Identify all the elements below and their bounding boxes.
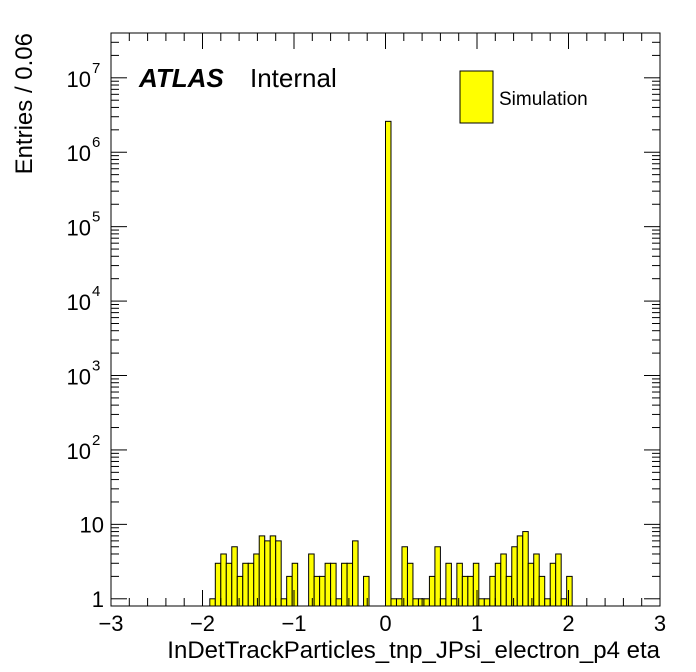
x-axis-title: InDetTrackParticles_tnp_JPsi_electron_p4… [167,637,660,664]
y-tick-exponent: 2 [92,432,100,449]
atlas-label: ATLAS [138,63,224,93]
y-tick-exponent: 7 [92,60,100,77]
histogram-bin [209,598,216,607]
y-tick-label: 10 [67,365,91,390]
histogram-bin [450,598,458,607]
y-tick-exponent: 4 [92,283,100,300]
histogram-bin [483,598,491,607]
legend-swatch [459,70,494,124]
histogram-bin [258,535,266,607]
histogram-bin [412,598,419,607]
x-tick-labels: −3 −2 −1 0 1 2 3 [98,611,666,636]
histogram-bin [505,575,513,607]
x-tick-label: 0 [379,611,391,636]
histogram-bin [456,562,463,607]
histogram-bin [363,575,370,607]
histogram-bin [269,535,277,607]
histogram-bin [500,553,507,607]
y-tick-label: 10 [80,512,104,537]
y-tick-label: 1 [92,587,104,612]
internal-label: Internal [250,63,337,93]
histogram-bin [401,546,408,607]
histogram-bin [522,531,529,607]
histogram-bin [445,562,452,607]
histogram-bin [423,598,430,607]
histogram-bin [489,575,496,607]
histogram-bin [324,562,332,607]
y-tick-exponent: 3 [92,358,100,375]
histogram-bin [527,562,535,607]
histogram-bin [390,598,397,607]
histogram-bin [395,598,403,607]
histogram-bin [406,562,414,607]
histogram-bin [560,598,568,607]
y-tick-exponent: 5 [92,209,100,226]
histogram-bin [341,562,348,607]
histogram-bin [385,120,392,607]
histogram-bin [461,575,469,607]
axis-ticks [110,32,661,606]
histogram-bin [264,540,271,607]
histogram-bin [533,553,540,607]
histogram-bin [352,540,359,607]
y-tick-label: 10 [67,439,91,464]
y-tick-label: 10 [67,216,91,241]
y-tick-label: 10 [67,141,91,166]
histogram-bin [236,575,244,607]
x-tick-label: 2 [562,611,574,636]
histogram-bin [428,575,436,607]
histogram-bin [417,598,425,607]
histogram-bin [313,575,321,607]
legend-label: Simulation [499,89,588,110]
histogram-bin [225,562,233,607]
histogram-bin [280,598,288,607]
x-tick-label: −1 [281,611,306,636]
histogram-bin [434,546,441,607]
histogram-bin [494,562,502,607]
x-tick-label: 1 [471,611,483,636]
x-tick-label: −2 [190,611,215,636]
histogram-bin [555,553,562,607]
histogram-bin [516,535,524,607]
y-tick-label: 10 [67,290,91,315]
legend: Simulation [459,70,588,124]
histogram-bin [220,553,227,607]
histogram-bin [346,562,354,607]
histogram-bin [275,540,282,607]
histogram-bin [335,598,343,607]
histogram-bin [242,562,249,607]
x-tick-label: 3 [654,611,666,636]
histogram-bin [538,575,546,607]
y-tick-label: 10 [67,67,91,92]
y-axis-title: Entries / 0.06 [11,33,38,174]
histogram-bin [308,553,315,607]
histogram-bin [549,562,557,607]
histogram-bin [330,562,337,607]
histogram-bin [231,546,238,607]
histogram-bin [247,562,255,607]
histogram-bin [544,598,551,607]
x-tick-label: −3 [98,611,123,636]
histogram-bin [439,598,447,607]
y-tick-exponent: 6 [92,134,100,151]
histogram-bin [478,598,485,607]
histogram-bin [291,562,299,607]
histogram-bin [467,575,474,607]
histogram-bin [472,562,480,607]
histogram-bin [253,553,260,607]
histogram-bin [566,575,573,607]
histogram-bin [511,546,518,607]
histogram-bin [319,575,326,607]
histogram-bin [214,562,222,607]
histogram-bin [286,575,293,607]
